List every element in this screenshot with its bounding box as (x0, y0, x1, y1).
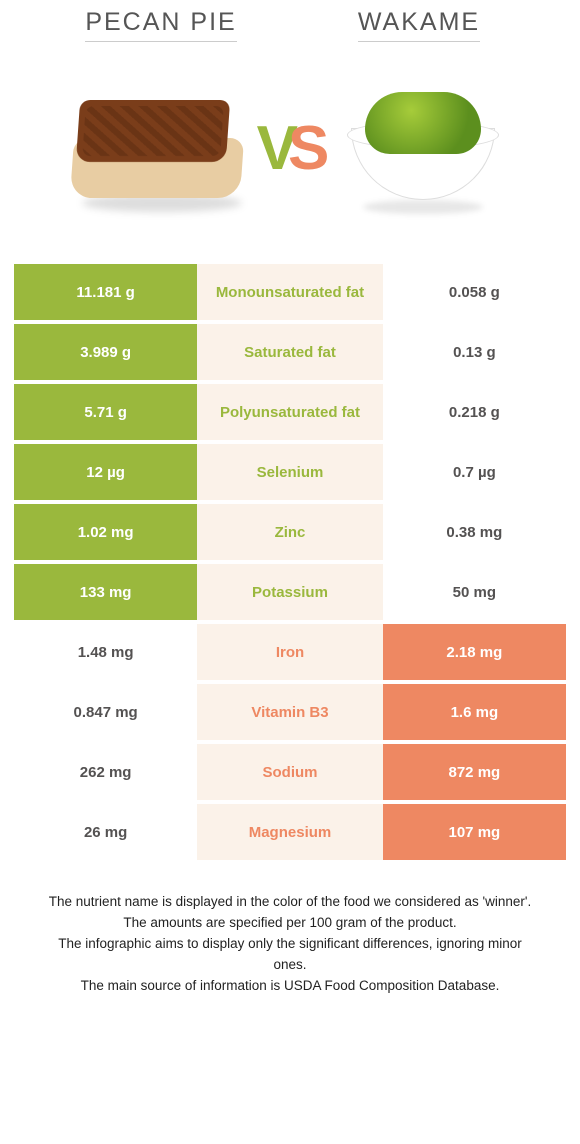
footer-notes: The nutrient name is displayed in the co… (14, 864, 566, 1005)
value-left: 133 mg (14, 564, 197, 620)
value-right: 0.218 g (383, 384, 566, 440)
value-left: 1.48 mg (14, 624, 197, 680)
footer-line: The infographic aims to display only the… (40, 934, 540, 976)
table-row: 5.71 gPolyunsaturated fat0.218 g (14, 384, 566, 440)
value-right: 0.7 µg (383, 444, 566, 500)
footer-line: The amounts are specified per 100 gram o… (40, 913, 540, 934)
table-row: 3.989 gSaturated fat0.13 g (14, 324, 566, 380)
food-image-right (333, 74, 513, 224)
value-right: 1.6 mg (383, 684, 566, 740)
value-left: 26 mg (14, 804, 197, 860)
pecan-pie-icon (72, 94, 242, 204)
hero-row: VS (14, 50, 566, 260)
food-image-left (67, 74, 247, 224)
vs-label: VS (257, 118, 324, 180)
nutrient-name: Vitamin B3 (197, 684, 382, 740)
value-left: 262 mg (14, 744, 197, 800)
table-row: 1.02 mgZinc0.38 mg (14, 504, 566, 560)
table-row: 12 µgSelenium0.7 µg (14, 444, 566, 500)
value-left: 12 µg (14, 444, 197, 500)
value-left: 5.71 g (14, 384, 197, 440)
title-right: Wakame (358, 8, 480, 42)
table-row: 0.847 mgVitamin B31.6 mg (14, 684, 566, 740)
nutrient-name: Potassium (197, 564, 382, 620)
table-row: 26 mgMagnesium107 mg (14, 804, 566, 860)
title-right-wrap: Wakame (290, 8, 548, 42)
value-left: 3.989 g (14, 324, 197, 380)
table-row: 133 mgPotassium50 mg (14, 564, 566, 620)
footer-line: The nutrient name is displayed in the co… (40, 892, 540, 913)
vs-s: S (288, 114, 323, 183)
nutrient-name: Saturated fat (197, 324, 382, 380)
nutrient-name: Magnesium (197, 804, 382, 860)
nutrient-name: Zinc (197, 504, 382, 560)
title-row: Pecan pie Wakame (14, 8, 566, 50)
title-left-wrap: Pecan pie (32, 8, 290, 42)
vs-v: V (257, 114, 292, 183)
value-right: 0.13 g (383, 324, 566, 380)
wakame-icon (343, 84, 503, 214)
value-right: 2.18 mg (383, 624, 566, 680)
table-row: 1.48 mgIron2.18 mg (14, 624, 566, 680)
nutrient-name: Sodium (197, 744, 382, 800)
value-left: 1.02 mg (14, 504, 197, 560)
title-left: Pecan pie (85, 8, 236, 42)
nutrient-table: 11.181 gMonounsaturated fat0.058 g3.989 … (14, 260, 566, 864)
table-row: 11.181 gMonounsaturated fat0.058 g (14, 264, 566, 320)
table-row: 262 mgSodium872 mg (14, 744, 566, 800)
value-right: 872 mg (383, 744, 566, 800)
value-left: 11.181 g (14, 264, 197, 320)
footer-line: The main source of information is USDA F… (40, 976, 540, 997)
nutrient-name: Monounsaturated fat (197, 264, 382, 320)
nutrient-name: Polyunsaturated fat (197, 384, 382, 440)
value-right: 107 mg (383, 804, 566, 860)
infographic-root: Pecan pie Wakame VS 11.181 gMonounsatura… (0, 0, 580, 1035)
nutrient-name: Selenium (197, 444, 382, 500)
value-right: 50 mg (383, 564, 566, 620)
value-right: 0.38 mg (383, 504, 566, 560)
value-right: 0.058 g (383, 264, 566, 320)
value-left: 0.847 mg (14, 684, 197, 740)
nutrient-name: Iron (197, 624, 382, 680)
nutrient-tbody: 11.181 gMonounsaturated fat0.058 g3.989 … (14, 264, 566, 860)
